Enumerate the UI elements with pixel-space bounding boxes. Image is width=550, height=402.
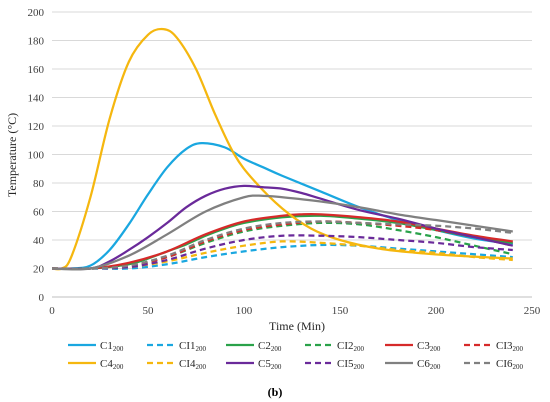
legend: C1200 CI1200 C2200 CI2200 C3200 CI3200 C4200 CI… (68, 340, 524, 371)
legend-item-ci1: CI1200 (147, 340, 207, 353)
legend-item-c1: C1200 (68, 340, 124, 353)
legend-item-c2: C2200 (226, 340, 282, 353)
series-line-ci4 (51, 240, 513, 270)
legend-label: CI2200 (337, 340, 365, 353)
legend-label: CI4200 (179, 358, 207, 371)
y-tick-label: 0 (39, 292, 45, 304)
legend-label: CI1200 (179, 340, 207, 353)
legend-item-ci4: CI4200 (147, 358, 207, 371)
legend-label: C4200 (100, 358, 124, 371)
y-tick-label: 20 (33, 264, 45, 276)
y-tick-label: 60 (33, 207, 45, 219)
legend-label: CI5200 (337, 358, 365, 371)
series-line-c6 (51, 194, 513, 271)
legend-label: CI3200 (496, 340, 524, 353)
legend-label: C3200 (417, 340, 441, 353)
x-tick-label: 0 (49, 305, 55, 317)
x-tick-label: 250 (524, 305, 541, 317)
legend-label: C6200 (417, 358, 441, 371)
legend-label: C5200 (258, 358, 282, 371)
legend-label: C2200 (258, 340, 282, 353)
x-tick-label: 100 (236, 305, 253, 317)
series-line-c4 (51, 27, 513, 271)
legend-item-ci5: CI5200 (305, 358, 365, 371)
x-tick-label: 200 (428, 305, 445, 317)
y-tick-label: 140 (28, 93, 45, 105)
y-axis-label: Temperature (°C) (5, 113, 19, 197)
y-tick-label: 120 (28, 121, 45, 133)
x-tick-label: 150 (332, 305, 349, 317)
tick-labels: 0 20 40 60 80 100 120 140 160 180 200 0 50 100 150 200 2… (28, 7, 541, 317)
legend-item-c6: C6200 (385, 358, 441, 371)
legend-label: CI6200 (496, 358, 524, 371)
legend-label: C1200 (100, 340, 124, 353)
series-line-c1 (51, 141, 513, 270)
series-line-ci1 (52, 243, 513, 270)
series-line-c2 (51, 214, 513, 270)
series-lines (51, 27, 514, 271)
series-line-ci6 (51, 220, 513, 270)
legend-item-c5: C5200 (226, 358, 282, 371)
series-line-ci5 (51, 234, 513, 270)
figure-caption: (b) (268, 385, 283, 399)
x-tick-label: 50 (143, 305, 155, 317)
legend-item-ci3: CI3200 (464, 340, 524, 353)
gridlines (52, 11, 532, 269)
legend-item-ci6: CI6200 (464, 358, 524, 371)
legend-item-ci2: CI2200 (305, 340, 365, 353)
y-tick-label: 180 (28, 36, 45, 48)
y-tick-label: 160 (28, 64, 45, 76)
y-tick-label: 80 (33, 178, 45, 190)
x-axis-label: Time (Min) (269, 319, 325, 333)
series-line-c5 (51, 184, 514, 271)
legend-item-c3: C3200 (385, 340, 441, 353)
series-line-ci3 (51, 220, 514, 270)
y-tick-label: 200 (28, 7, 45, 19)
y-tick-label: 40 (33, 235, 45, 247)
series-line-ci2 (51, 221, 514, 270)
legend-item-c4: C4200 (68, 358, 124, 371)
y-tick-label: 100 (28, 150, 45, 162)
